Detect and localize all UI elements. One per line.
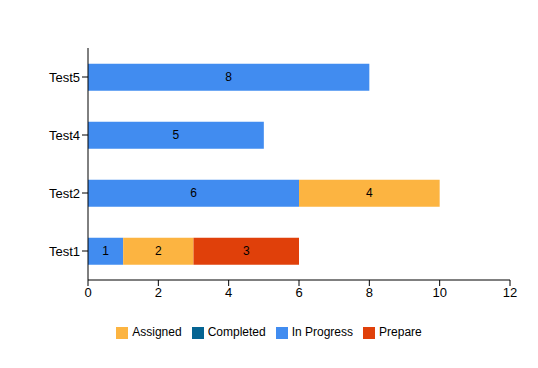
- svg-text:8: 8: [225, 70, 232, 84]
- html-text:Assigned: Assigned: [132, 325, 182, 339]
- svg-text:12: 12: [503, 285, 517, 300]
- svg-text:3: 3: [243, 244, 250, 258]
- html-text:In Progress: In Progress: [291, 325, 353, 339]
- svg-text:Test1: Test1: [49, 244, 80, 259]
- html-text:Completed: Completed: [207, 325, 266, 339]
- svg-text:Test2: Test2: [49, 186, 80, 201]
- svg-text:Test4: Test4: [49, 128, 80, 143]
- svg-text:8: 8: [366, 285, 373, 300]
- svg-text:5: 5: [173, 128, 180, 142]
- svg-text:6: 6: [295, 285, 302, 300]
- svg-text:2: 2: [155, 244, 162, 258]
- svg-text:Test5: Test5: [49, 70, 80, 85]
- svg-text:2: 2: [155, 285, 162, 300]
- svg-text:6: 6: [190, 186, 197, 200]
- html-text:Prepare: Prepare: [379, 325, 422, 339]
- svg-text:4: 4: [225, 285, 232, 300]
- svg-text:10: 10: [432, 285, 446, 300]
- svg-text:1: 1: [102, 244, 109, 258]
- svg-text:0: 0: [84, 285, 91, 300]
- svg-text:4: 4: [366, 186, 373, 200]
